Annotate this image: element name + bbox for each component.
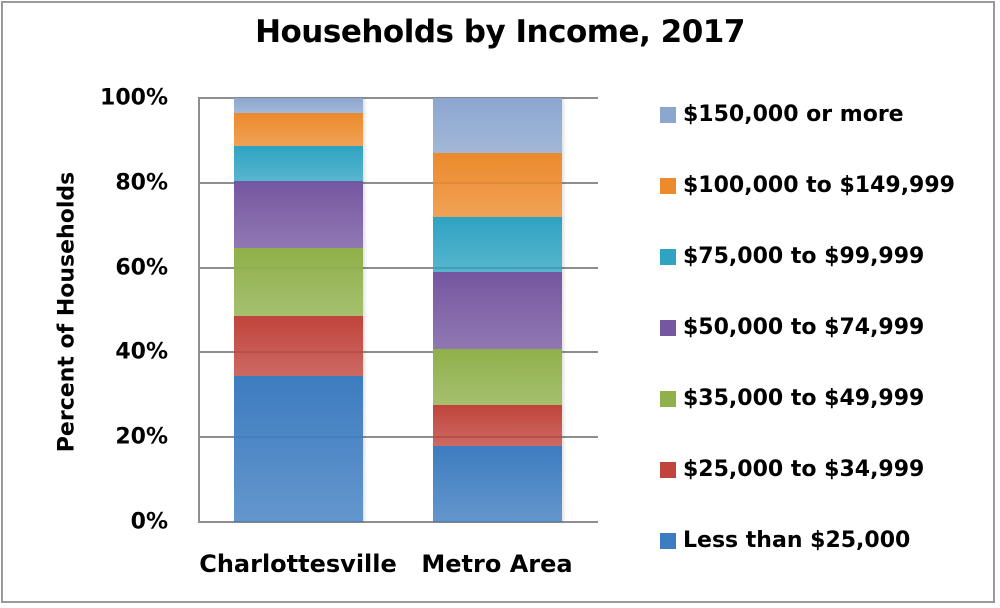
legend-item: $35,000 to $49,999: [660, 386, 924, 411]
legend-label: $150,000 or more: [683, 102, 904, 127]
stacked-bar: [234, 98, 363, 522]
legend-swatch-icon: [660, 319, 676, 336]
y-tick-label: 60%: [115, 255, 168, 281]
chart-title: Households by Income, 2017: [255, 14, 745, 50]
legend-item: Less than $25,000: [660, 528, 910, 553]
legend-item: $150,000 or more: [660, 102, 904, 127]
bar-segment: [234, 112, 363, 146]
y-tick-label: 0%: [130, 509, 168, 535]
legend-label: Less than $25,000: [683, 528, 911, 553]
y-tick-label: 100%: [100, 85, 168, 111]
y-axis-label: Percent of Households: [54, 171, 80, 453]
legend-swatch-icon: [660, 532, 676, 549]
bar-segment: [433, 445, 562, 522]
gridline: [198, 521, 598, 523]
bar-segment: [433, 272, 562, 350]
y-tick-label: 40%: [115, 339, 168, 365]
bar-segment: [433, 153, 562, 218]
y-axis-line: [198, 98, 200, 522]
legend-item: $75,000 to $99,999: [660, 244, 924, 269]
bar-segment: [234, 180, 363, 248]
bar-segment: [234, 376, 363, 522]
bar-segment: [433, 217, 562, 273]
bar-segment: [433, 98, 562, 154]
legend-swatch-icon: [660, 461, 676, 478]
legend-label: $35,000 to $49,999: [683, 386, 925, 411]
bar-segment: [234, 145, 363, 181]
legend-item: $50,000 to $74,999: [660, 315, 924, 340]
y-tick-label: 20%: [115, 424, 168, 450]
bar-segment: [433, 349, 562, 405]
x-category-label: Charlottesville: [199, 550, 397, 578]
legend-swatch-icon: [660, 390, 676, 407]
bar-segment: [234, 316, 363, 377]
bar-segment: [433, 404, 562, 446]
bar-segment: [234, 98, 363, 113]
legend-swatch-icon: [660, 248, 676, 265]
x-category-label: Metro Area: [421, 550, 573, 578]
legend-item: $25,000 to $34,999: [660, 457, 924, 482]
legend-swatch-icon: [660, 106, 676, 123]
legend-label: $25,000 to $34,999: [683, 457, 925, 482]
plot-area: [198, 97, 598, 523]
gridline: [198, 266, 598, 269]
legend-swatch-icon: [660, 177, 676, 194]
gridline: [198, 97, 598, 99]
gridline: [198, 436, 598, 439]
gridline: [198, 181, 598, 184]
y-tick-label: 80%: [115, 170, 168, 196]
legend-label: $50,000 to $74,999: [683, 315, 925, 340]
bar-segment: [234, 248, 363, 317]
legend-item: $100,000 to $149,999: [660, 173, 955, 198]
stacked-bar: [433, 98, 562, 522]
legend-label: $75,000 to $99,999: [683, 244, 925, 269]
gridline: [198, 351, 598, 354]
legend-label: $100,000 to $149,999: [683, 173, 955, 198]
